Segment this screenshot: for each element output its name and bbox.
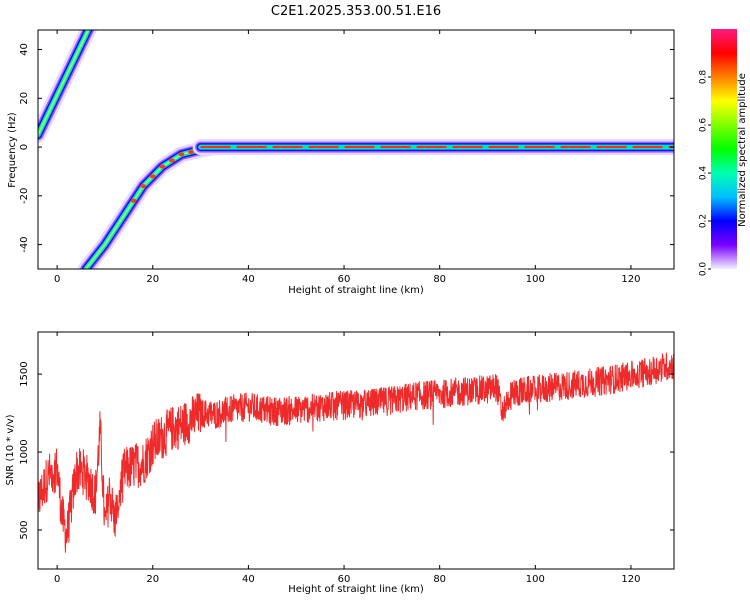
spectrogram-peak-dot [188, 149, 195, 154]
snr-x-tick-label: 120 [621, 574, 640, 585]
spectrogram-trace-rising [81, 143, 219, 269]
snr-plot: 0 20 40 60 80 100 120 500 1000 1500 Height of str… [5, 331, 675, 595]
snr-x-tick-label: 60 [338, 574, 351, 585]
snr-y-label: SNR (10 * v/v) [5, 414, 16, 485]
spectrogram-peak-dot [149, 174, 156, 179]
colorbar-tick-label: 0.2 [699, 214, 709, 228]
snr-series-line [38, 352, 674, 553]
spectrogram-y-label: Frequency (Hz) [7, 112, 18, 188]
spectrogram-x-tick-label: 40 [242, 274, 255, 285]
spectrogram-y-tick-label: 0 [19, 144, 30, 150]
spectrogram-trace-upper-left [38, 30, 90, 136]
spectrogram-y-tick-label: -20 [19, 188, 30, 204]
colorbar-gradient [711, 29, 737, 269]
snr-x-tick-label: 100 [526, 574, 545, 585]
spectrogram-x-label: Height of straight line (km) [288, 285, 424, 296]
colorbar-tick-label: 0.8 [699, 70, 709, 85]
snr-x-tick-label: 0 [54, 574, 60, 585]
spectrogram-peak-dot [168, 158, 175, 163]
colorbar-tick-label: 0.0 [699, 262, 709, 277]
figure-title: C2E1.2025.353.00.51.E16 [271, 4, 441, 19]
snr-x-tick-label: 20 [146, 574, 159, 585]
snr-x-tick-label: 40 [242, 574, 255, 585]
spectrogram-peak-dot [130, 198, 137, 203]
spectrogram-y-tick-label: -40 [19, 236, 30, 252]
colorbar-tick-label: 0.6 [699, 118, 709, 133]
colorbar-label: Normalized spectral amplitude [737, 73, 748, 227]
spectrogram-x-tick-label: 120 [621, 274, 640, 285]
spectrogram-y-tick-label: 20 [19, 92, 30, 105]
spectrogram-peak-dot [159, 164, 166, 169]
spectrogram-peak-dot [178, 152, 185, 157]
spectrogram-x-tick-label: 100 [526, 274, 545, 285]
spectrogram-x-tick-label: 20 [146, 274, 159, 285]
spectrogram-frame [37, 29, 675, 270]
spectrogram-x-tick-label: 60 [338, 274, 351, 285]
spectrogram-y-tick-label: 40 [19, 43, 30, 56]
snr-x-label: Height of straight line (km) [288, 584, 424, 595]
snr-frame [37, 331, 675, 570]
spectrogram-plot: 0 20 40 60 80 100 120 -40 -20 0 20 40 Height of str… [7, 29, 675, 296]
snr-y-tick-label: 1500 [19, 361, 30, 386]
spectrogram-x-tick-label: 80 [433, 274, 446, 285]
snr-y-tick-label: 500 [19, 520, 30, 539]
spectrogram-x-tick-label: 0 [54, 274, 60, 285]
colorbar-tick-label: 0.4 [699, 166, 709, 181]
spectrogram-traces [38, 30, 674, 269]
snr-x-tick-label: 80 [433, 574, 446, 585]
spectrogram-peak-dot [140, 184, 147, 189]
snr-y-tick-label: 1000 [19, 439, 30, 464]
colorbar: 0.0 0.2 0.4 0.6 0.8 Normalized spectral ampl… [699, 29, 748, 277]
